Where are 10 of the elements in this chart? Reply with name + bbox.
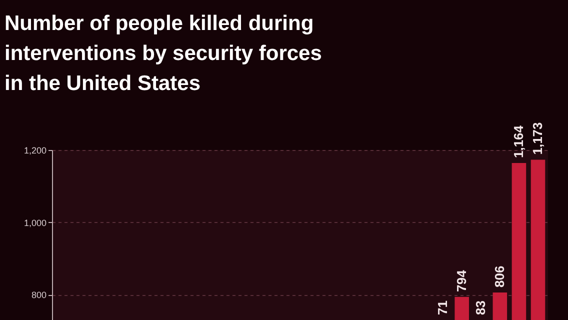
text: 83	[472, 300, 488, 315]
chart-title: Number of people killed during interventions by security forces in the United States	[4, 12, 322, 96]
text: 71	[434, 300, 450, 315]
data-label: 1,164	[510, 124, 526, 158]
data-label: 794	[454, 269, 469, 292]
y-tick-label: 1,000	[24, 218, 46, 228]
y-tick-label: 1,200	[24, 146, 46, 156]
y-tick-label: 800	[31, 290, 46, 300]
data-label: 1,173	[530, 122, 546, 155]
data-label: 806	[492, 266, 507, 288]
